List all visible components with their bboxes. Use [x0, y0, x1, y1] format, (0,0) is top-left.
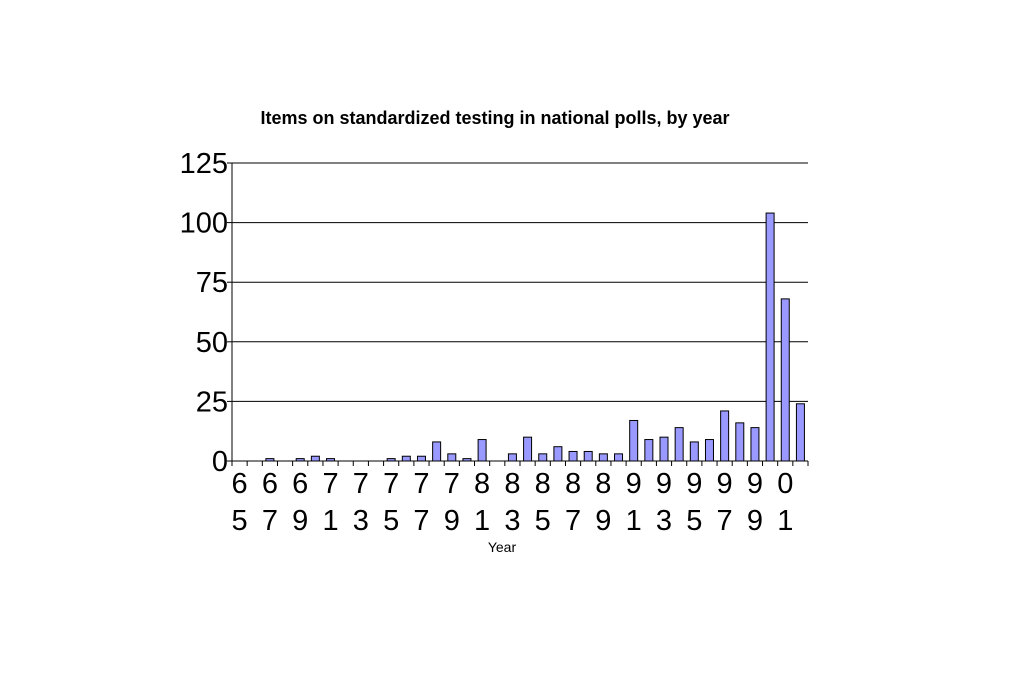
x-tick-label: 5: [686, 505, 702, 537]
bar-1999: [750, 427, 760, 462]
bar-1987: [568, 450, 578, 462]
x-tick-label: 3: [504, 505, 520, 537]
x-tick-label: 7: [444, 468, 460, 500]
y-tick-label: 0: [212, 446, 228, 478]
bar-1983: [507, 453, 517, 462]
axes: [227, 162, 809, 466]
bar-1986: [553, 446, 563, 462]
y-tick-label: 100: [180, 208, 228, 240]
bar-1981: [477, 439, 487, 462]
x-tick-label: 8: [595, 468, 611, 500]
x-tick-label: 7: [262, 505, 278, 537]
y-tick-label: 25: [196, 386, 228, 418]
gridlines: [232, 162, 808, 402]
x-tick-label: 9: [626, 468, 642, 500]
bar-1998: [735, 422, 745, 462]
bar-1994: [674, 427, 684, 462]
y-tick-label: 50: [196, 327, 228, 359]
bar-1979: [447, 453, 457, 462]
x-tick-label: 5: [232, 505, 248, 537]
x-tick-label: 9: [444, 505, 460, 537]
bar-1984: [523, 436, 533, 462]
x-tick-label: 9: [686, 468, 702, 500]
x-tick-label: 6: [292, 468, 308, 500]
x-tick-label: 8: [565, 468, 581, 500]
chart-title: Items on standardized testing in nationa…: [260, 108, 730, 128]
x-tick-label: 7: [353, 468, 369, 500]
x-tick-label: 1: [474, 505, 490, 537]
x-tick-label: 9: [747, 468, 763, 500]
x-tick-label: 3: [656, 505, 672, 537]
bar-1990: [614, 453, 624, 462]
x-axis-label: Year: [488, 539, 517, 555]
x-tick-label: 1: [777, 505, 793, 537]
x-tick-label: 7: [322, 468, 338, 500]
bar-2001: [780, 298, 790, 462]
x-tick-label: 6: [232, 468, 248, 500]
x-tick-label: 1: [322, 505, 338, 537]
x-tick-label: 8: [504, 468, 520, 500]
bar-1992: [644, 439, 654, 462]
x-tick-label: 0: [777, 468, 793, 500]
x-tick-label: 9: [747, 505, 763, 537]
x-tick-label: 5: [535, 505, 551, 537]
x-tick-label: 5: [383, 505, 399, 537]
bar-2002: [795, 403, 805, 462]
bar-1970: [310, 455, 320, 462]
x-tick-label: 7: [565, 505, 581, 537]
x-tick-label: 9: [595, 505, 611, 537]
x-tick-label: 8: [535, 468, 551, 500]
bar-1988: [583, 450, 593, 462]
x-tick-label: 3: [353, 505, 369, 537]
bar-1976: [401, 455, 411, 462]
bar-1991: [629, 419, 639, 462]
x-tick-label: 7: [383, 468, 399, 500]
bar-1997: [720, 410, 730, 462]
bar-1977: [416, 455, 426, 462]
x-tick-label: 1: [626, 505, 642, 537]
y-tick-label: 125: [180, 148, 228, 180]
x-tick-label: 6: [262, 468, 278, 500]
x-tick-label: 8: [474, 468, 490, 500]
x-tick-label: 7: [413, 505, 429, 537]
y-tick-labels: 0 25 50 75 100 125: [180, 148, 228, 478]
bar-1989: [598, 453, 608, 462]
bar-1993: [659, 436, 669, 462]
x-tick-label: 7: [717, 505, 733, 537]
x-tick-label: 9: [656, 468, 672, 500]
y-tick-label: 75: [196, 267, 228, 299]
bar-2000: [765, 212, 775, 462]
x-tick-label: 9: [292, 505, 308, 537]
bar-1985: [538, 453, 548, 462]
bar-1978: [432, 441, 442, 462]
bar-1996: [704, 439, 714, 462]
bar-1995: [689, 441, 699, 462]
x-tick-label: 7: [413, 468, 429, 500]
x-tick-label: 9: [717, 468, 733, 500]
bars: [265, 212, 805, 462]
